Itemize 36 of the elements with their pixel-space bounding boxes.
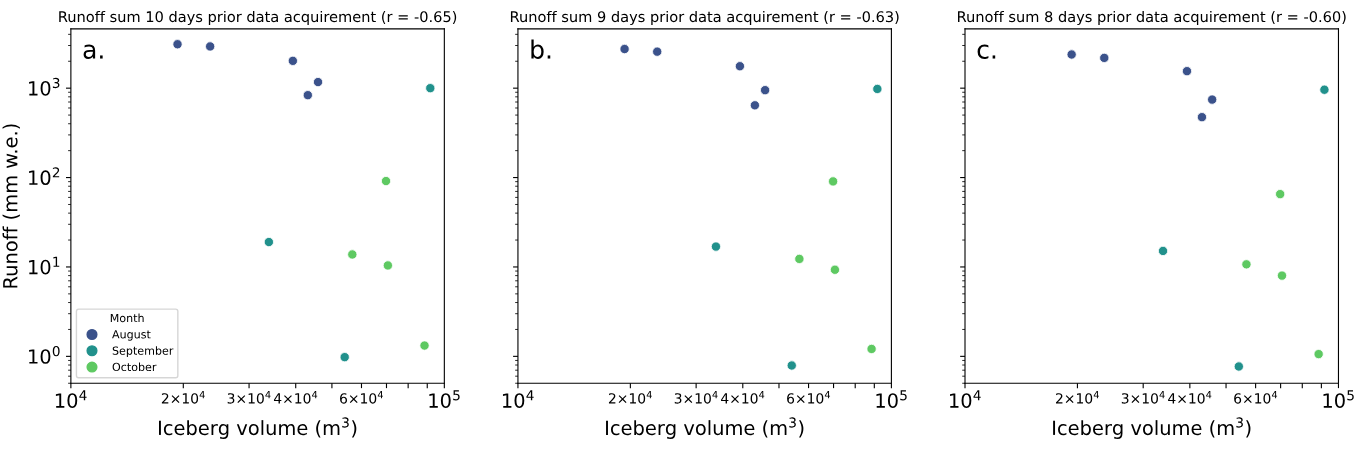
x-tick-label: 10$^{5}$ [1323, 390, 1354, 408]
x-tick-label: 6×10$^{4}$ [787, 391, 831, 404]
x-tick-label: 10$^{4}$ [950, 390, 981, 408]
x-tick-label: 10$^{4}$ [55, 390, 87, 408]
legend-label: August [112, 330, 151, 341]
chart-title: Runoff sum 9 days prior data acquirement (r = -0.63) [510, 10, 899, 26]
x-tick-label: 6×10$^{4}$ [340, 391, 383, 404]
legend-label: September [112, 346, 174, 357]
y-tick-label: 10$^{3}$ [29, 77, 60, 96]
x-tick-label: 3×10$^{4}$ [674, 391, 718, 404]
x-tick-label: 10$^{4}$ [502, 390, 534, 408]
y-tick-label: 10$^{1}$ [29, 256, 60, 275]
chart-title: Runoff sum 10 days prior data acquirement (r = -0.65) [59, 10, 457, 26]
x-tick-label: 10$^{5}$ [429, 390, 460, 408]
chart-title: Runoff sum 8 days prior data acquirement (r = -0.60) [958, 10, 1346, 26]
annotation: b. [531, 39, 551, 59]
x-tick-label: 4×10$^{4}$ [1168, 391, 1212, 404]
x-tick-label: 4×10$^{4}$ [721, 391, 765, 404]
x-axis-title: Iceberg volume (m$^{3}$) [1053, 417, 1251, 439]
x-tick-label: 6×10$^{4}$ [1234, 391, 1278, 404]
y-tick-label: 10$^{0}$ [29, 346, 60, 364]
y-axis-title: Runoff (mm w.e.) [2, 124, 20, 288]
x-tick-label: 2×10$^{4}$ [161, 391, 205, 404]
x-tick-label: 10$^{5}$ [876, 390, 907, 408]
x-tick-label: 4×10$^{4}$ [273, 391, 318, 404]
x-axis-title: Iceberg volume (m$^{3}$) [606, 417, 804, 439]
x-tick-label: 2×10$^{4}$ [1056, 391, 1099, 404]
legend-label: October [112, 362, 157, 372]
y-tick-label: 10$^{2}$ [29, 167, 60, 186]
x-tick-label: 2×10$^{4}$ [608, 391, 652, 404]
x-tick-label: 3×10$^{4}$ [1121, 391, 1165, 404]
annotation: a. [83, 44, 103, 59]
legend-title: Month [110, 313, 144, 323]
annotation: c. [977, 44, 996, 59]
x-tick-label: 3×10$^{4}$ [227, 391, 271, 404]
x-axis-title: Iceberg volume (m$^{3}$) [158, 417, 357, 439]
